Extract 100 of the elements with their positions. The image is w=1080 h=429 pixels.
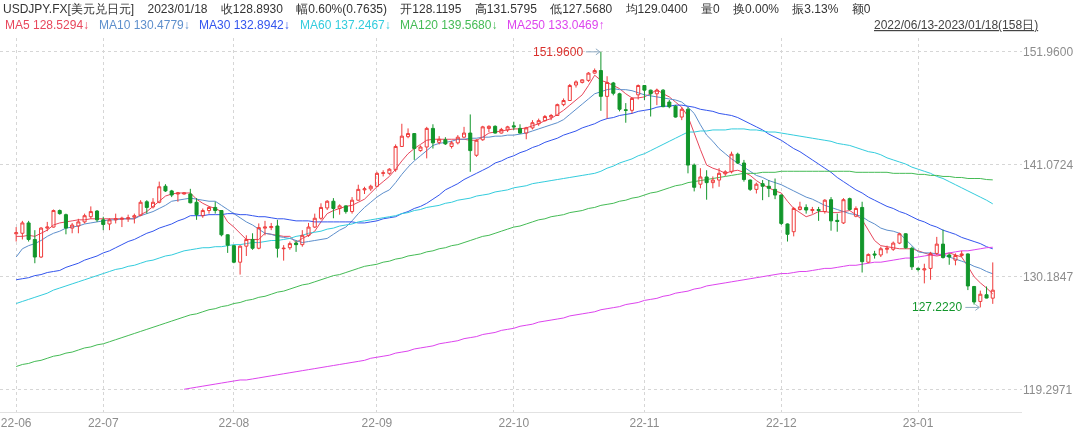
candlestick bbox=[119, 216, 124, 228]
candlestick bbox=[741, 159, 746, 183]
candlestick bbox=[667, 99, 672, 109]
candlestick bbox=[530, 119, 535, 130]
candlestick bbox=[567, 83, 572, 102]
candlestick bbox=[884, 245, 890, 254]
candlestick bbox=[872, 250, 877, 260]
candlestick bbox=[847, 197, 852, 212]
candlestick bbox=[39, 226, 44, 259]
candlestick bbox=[524, 126, 529, 140]
candlestick bbox=[412, 132, 417, 161]
text: MA30 132.8942↓ bbox=[199, 18, 290, 32]
candlestick bbox=[860, 201, 865, 274]
candlestick bbox=[841, 197, 846, 225]
candlestick bbox=[629, 96, 635, 114]
candlestick bbox=[710, 175, 715, 189]
candlestick bbox=[903, 232, 908, 250]
candlestick bbox=[909, 246, 914, 271]
candlestick bbox=[343, 204, 348, 215]
candlestick bbox=[374, 171, 379, 188]
candlestick bbox=[493, 124, 498, 135]
candlestick bbox=[424, 126, 429, 159]
candlestick bbox=[337, 203, 342, 216]
candlestick bbox=[685, 106, 690, 174]
x-tick-label: 22-10 bbox=[498, 416, 530, 429]
candlestick bbox=[244, 234, 249, 257]
candlestick bbox=[984, 285, 989, 299]
candlestick bbox=[418, 144, 423, 153]
candlestick bbox=[573, 79, 579, 89]
candlestick bbox=[57, 209, 62, 216]
candlestick bbox=[947, 252, 952, 266]
candlestick bbox=[468, 113, 473, 173]
candlestick bbox=[623, 102, 628, 124]
candlestick bbox=[542, 114, 547, 123]
candlestick bbox=[698, 167, 703, 189]
candlestick bbox=[14, 226, 19, 243]
candlestick bbox=[437, 135, 442, 145]
candlestick bbox=[399, 123, 404, 148]
candlestick bbox=[51, 209, 56, 229]
candlestick bbox=[723, 169, 728, 177]
candlestick bbox=[231, 244, 236, 264]
y-tick-label: 141.0724 bbox=[1023, 157, 1074, 172]
candlestick bbox=[262, 220, 268, 236]
candlestick bbox=[835, 213, 840, 233]
candlestick bbox=[462, 126, 467, 139]
annotation: 127.2220 bbox=[912, 300, 963, 314]
x-tick-label: 23-01 bbox=[902, 416, 934, 429]
candlestick bbox=[101, 216, 106, 231]
candlestick bbox=[455, 134, 460, 145]
candlestick bbox=[294, 240, 299, 253]
candlestick bbox=[853, 205, 858, 218]
annotation: 151.9600 bbox=[533, 45, 584, 59]
candlestick bbox=[673, 104, 678, 119]
candlestick bbox=[70, 222, 75, 234]
candlestick bbox=[250, 232, 255, 251]
candlestick bbox=[356, 184, 361, 202]
candlestick bbox=[760, 179, 765, 201]
candlestick bbox=[654, 88, 659, 106]
x-tick-label: 22-11 bbox=[629, 416, 660, 429]
y-tick-label: 119.2971 bbox=[1023, 382, 1073, 397]
candlestick bbox=[679, 106, 684, 121]
candlestick bbox=[312, 213, 317, 229]
candlestick bbox=[748, 179, 753, 192]
candlestick bbox=[182, 191, 187, 196]
text: MA120 139.5680↓ bbox=[400, 18, 498, 32]
candlestick bbox=[766, 179, 771, 198]
candlestick bbox=[965, 252, 970, 291]
candlestick bbox=[45, 221, 50, 232]
candlestick bbox=[797, 201, 802, 212]
candlestick bbox=[480, 125, 485, 142]
candlestick bbox=[26, 220, 31, 243]
candlestick bbox=[32, 229, 37, 264]
candlestick bbox=[350, 196, 355, 215]
candlestick bbox=[816, 206, 821, 222]
candlestick bbox=[406, 127, 411, 139]
candlestick bbox=[773, 178, 778, 200]
candlestick bbox=[449, 140, 454, 150]
candlestick bbox=[113, 213, 118, 224]
text: MA60 137.2467↓ bbox=[300, 18, 391, 32]
candlestick bbox=[88, 205, 93, 220]
candlestick bbox=[754, 182, 759, 194]
candlestick bbox=[692, 163, 697, 192]
candlestick bbox=[978, 290, 983, 308]
candlestick bbox=[126, 214, 131, 223]
candlestick bbox=[897, 232, 902, 245]
y-tick-label: 151.9600 bbox=[1023, 45, 1074, 60]
line-series bbox=[183, 246, 994, 390]
candlestick bbox=[536, 118, 541, 127]
candlestick bbox=[729, 151, 734, 174]
candlestick bbox=[331, 197, 336, 219]
candlestick bbox=[486, 124, 491, 133]
candlestick bbox=[878, 246, 883, 258]
candlestick bbox=[934, 236, 939, 256]
line-series bbox=[15, 170, 994, 368]
candlestick bbox=[325, 199, 330, 211]
candlestick bbox=[779, 194, 784, 226]
candlestick bbox=[175, 191, 180, 203]
candlestick bbox=[206, 205, 212, 215]
candlestick bbox=[275, 219, 280, 259]
candlestick bbox=[704, 169, 709, 201]
